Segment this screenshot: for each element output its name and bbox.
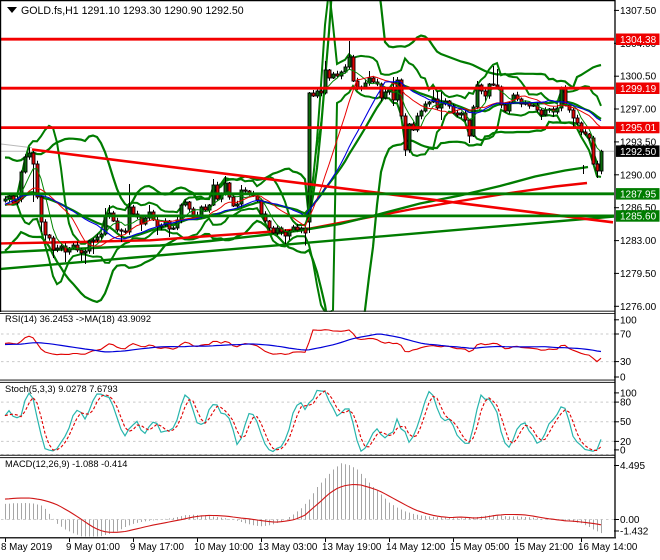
svg-text:1285.60: 1285.60: [620, 212, 657, 223]
svg-text:1299.19: 1299.19: [620, 84, 657, 95]
svg-text:1295.01: 1295.01: [620, 123, 657, 134]
svg-text:1276.00: 1276.00: [620, 302, 657, 313]
svg-text:8 May 2019: 8 May 2019: [1, 542, 52, 553]
svg-text:1290.00: 1290.00: [620, 170, 657, 181]
svg-text:9 May 17:00: 9 May 17:00: [130, 542, 184, 553]
svg-text:MACD(12,26,9) -1.088 -0.414: MACD(12,26,9) -1.088 -0.414: [5, 459, 127, 469]
svg-text:30: 30: [620, 357, 632, 368]
svg-text:GOLD.fs,H1 1291.10 1293.30 12: GOLD.fs,H1 1291.10 1293.30 1290.90 1292.…: [21, 5, 244, 17]
svg-text:1297.00: 1297.00: [620, 105, 657, 116]
svg-text:1292.50: 1292.50: [620, 147, 657, 158]
svg-text:14 May 12:00: 14 May 12:00: [386, 542, 446, 553]
svg-text:1279.50: 1279.50: [620, 269, 657, 280]
svg-text:9 May 01:00: 9 May 01:00: [66, 542, 120, 553]
svg-text:1287.95: 1287.95: [620, 189, 657, 200]
svg-text:80: 80: [620, 398, 632, 409]
svg-text:0: 0: [620, 373, 626, 384]
svg-text:50: 50: [620, 417, 632, 428]
svg-text:10 May 10:00: 10 May 10:00: [194, 542, 254, 553]
svg-text:16 May 14:00: 16 May 14:00: [578, 542, 638, 553]
svg-text:1307.50: 1307.50: [620, 6, 657, 17]
svg-text:70: 70: [620, 330, 632, 341]
svg-text:RSI(14) 36.2453 ->MA(18) 43.9: RSI(14) 36.2453 ->MA(18) 43.9092: [5, 314, 151, 324]
svg-text:13 May 19:00: 13 May 19:00: [322, 542, 382, 553]
svg-text:100: 100: [620, 315, 637, 326]
svg-text:0: 0: [620, 445, 626, 456]
svg-text:0.00: 0.00: [620, 515, 640, 526]
svg-text:4.495: 4.495: [620, 461, 645, 472]
svg-text:1304.38: 1304.38: [620, 35, 657, 46]
svg-text:20: 20: [620, 437, 632, 448]
svg-text:13 May 03:00: 13 May 03:00: [258, 542, 318, 553]
svg-text:100: 100: [620, 388, 637, 399]
svg-text:-1.432: -1.432: [620, 527, 649, 538]
svg-text:1286.50: 1286.50: [620, 203, 657, 214]
svg-text:1283.00: 1283.00: [620, 236, 657, 247]
svg-text:1300.50: 1300.50: [620, 72, 657, 83]
svg-text:15 May 21:00: 15 May 21:00: [514, 542, 574, 553]
svg-text:Stoch(5,3,3) 9.0278 7.6793: Stoch(5,3,3) 9.0278 7.6793: [5, 384, 118, 394]
svg-text:15 May 05:00: 15 May 05:00: [450, 542, 510, 553]
svg-text:1293.50: 1293.50: [620, 137, 657, 148]
